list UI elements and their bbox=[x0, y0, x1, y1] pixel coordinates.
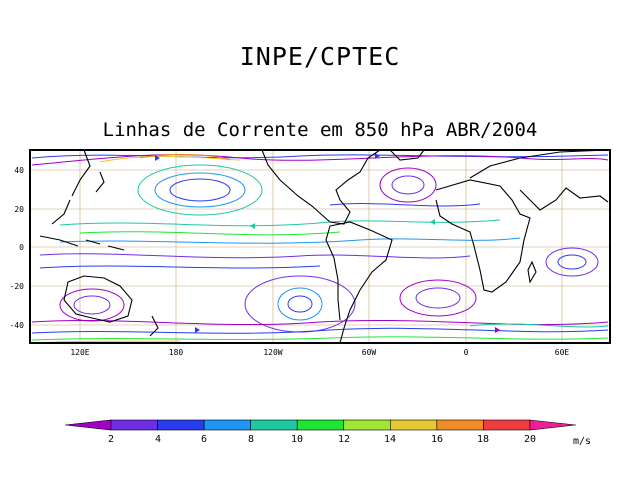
organization-title: INPE/CPTEC bbox=[239, 42, 401, 71]
lon-label: 180 bbox=[169, 348, 184, 357]
africa-outline bbox=[435, 179, 531, 293]
colorbar-segment bbox=[203, 419, 251, 431]
south-america-outline bbox=[325, 221, 393, 344]
colorbar-label: 12 bbox=[338, 434, 350, 445]
madagascar-outline bbox=[527, 260, 537, 284]
colorbar-label: 14 bbox=[384, 434, 396, 445]
colorbar-segment bbox=[296, 419, 345, 431]
north-america-outline bbox=[261, 149, 381, 225]
colorbar-segment bbox=[529, 419, 576, 431]
colorbar-segment bbox=[389, 419, 438, 431]
colorbar-label: 18 bbox=[477, 434, 489, 445]
colorbar bbox=[64, 419, 576, 431]
lat-label: -40 bbox=[10, 321, 25, 330]
colorbar-segment bbox=[250, 419, 298, 431]
colorbar-segment bbox=[343, 419, 391, 431]
lon-axis: 120E 180 120W 60W 0 60E bbox=[70, 348, 569, 357]
greenland-outline bbox=[389, 149, 425, 161]
lat-label: 0 bbox=[19, 243, 24, 252]
lon-label: 60W bbox=[362, 348, 377, 357]
coastlines bbox=[39, 149, 609, 344]
colorbar-label: 8 bbox=[248, 434, 254, 445]
colorbar-label: 10 bbox=[291, 434, 303, 445]
lon-label: 0 bbox=[464, 348, 469, 357]
lat-label: 40 bbox=[14, 166, 24, 175]
colorbar-segment bbox=[110, 419, 158, 431]
lat-label: -20 bbox=[10, 282, 25, 291]
australia-outline bbox=[63, 275, 133, 323]
new-zealand-outline bbox=[149, 315, 159, 337]
lat-axis: 40 20 0 -20 -40 bbox=[10, 166, 25, 330]
colorbar-segment bbox=[483, 419, 531, 431]
japan-outline bbox=[95, 171, 105, 193]
colorbar-label: 2 bbox=[108, 434, 114, 445]
colorbar-label: 6 bbox=[201, 434, 207, 445]
colorbar-unit: m/s bbox=[573, 436, 591, 447]
colorbar-segment bbox=[157, 419, 205, 431]
map-frame bbox=[29, 149, 611, 344]
colorbar-label: 16 bbox=[431, 434, 443, 445]
streamlines bbox=[31, 153, 609, 344]
lat-label: 20 bbox=[14, 205, 24, 214]
graticule bbox=[30, 150, 610, 343]
indonesia-outline bbox=[39, 199, 125, 251]
lon-label: 120W bbox=[263, 348, 282, 357]
colorbar-segment bbox=[436, 419, 484, 431]
colorbar-labels: 2 4 6 8 10 12 14 16 18 20 m/s bbox=[108, 434, 591, 447]
lon-label: 60E bbox=[555, 348, 570, 357]
eurasia-outline bbox=[71, 149, 609, 211]
lon-label: 120E bbox=[70, 348, 89, 357]
colorbar-segment bbox=[64, 419, 112, 431]
colorbar-label: 4 bbox=[155, 434, 161, 445]
map-subtitle: Linhas de Corrente em 850 hPa ABR/2004 bbox=[102, 119, 538, 141]
colorbar-label: 20 bbox=[524, 434, 536, 445]
